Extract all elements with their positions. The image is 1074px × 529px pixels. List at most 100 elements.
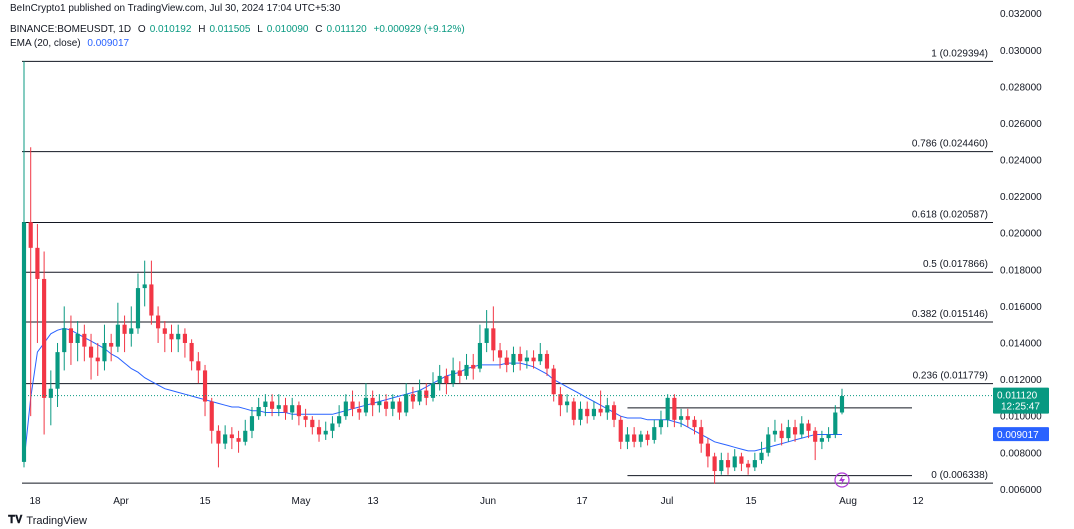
candle-body xyxy=(752,460,757,468)
candle-body xyxy=(82,333,87,347)
x-tick-label: Apr xyxy=(113,496,129,507)
candle-body xyxy=(102,342,107,362)
candle-body xyxy=(290,405,295,413)
high-label: H xyxy=(198,24,206,35)
candle-body xyxy=(28,222,33,248)
tradingview-brand: TradingView xyxy=(26,514,87,527)
open-value: 0.010192 xyxy=(149,24,192,35)
candle-body xyxy=(792,427,798,435)
candle-body xyxy=(21,222,27,462)
candle-body xyxy=(437,375,442,384)
candle-body xyxy=(725,460,731,468)
candle-body xyxy=(122,324,127,334)
symbol-ohlc-line: BINANCE:BOMEUSDT, 1D O 0.010192 H 0.011505… xyxy=(10,24,469,35)
candle-body xyxy=(591,408,596,417)
candle-body xyxy=(712,456,717,472)
candle-body xyxy=(88,346,94,358)
candle-body xyxy=(477,342,483,369)
event-marker-icon xyxy=(834,472,850,488)
x-tick-label: May xyxy=(292,496,311,507)
candle-body xyxy=(303,416,308,420)
candle-body xyxy=(491,328,496,351)
fib-label: 0.236 (0.011779) xyxy=(913,371,988,382)
candle-body xyxy=(176,333,181,340)
candle-body xyxy=(129,328,134,334)
candle-body xyxy=(819,438,824,442)
last-price-tag xyxy=(993,387,1049,414)
candle-body xyxy=(598,408,603,413)
x-tick-label: 13 xyxy=(367,496,379,507)
y-axis: 0.032000 0.030000 0.028000 0.026000 0.024000… xyxy=(1000,9,1042,496)
candle-body xyxy=(544,353,550,369)
fib-label: 0.618 (0.020587) xyxy=(912,209,988,220)
candle-body xyxy=(605,405,610,413)
x-tick-label: 15 xyxy=(745,496,757,507)
y-tick-label: 0.006000 xyxy=(1000,485,1042,496)
low-label: L xyxy=(257,24,263,35)
candle-body xyxy=(645,434,650,440)
candle-body xyxy=(652,427,657,440)
candle-body xyxy=(719,460,724,472)
candle-body xyxy=(806,423,811,431)
y-tick-label: 0.032000 xyxy=(1000,9,1042,20)
candle-body xyxy=(390,401,395,409)
candle-body xyxy=(658,419,664,428)
candle-body xyxy=(363,397,369,413)
candle-body xyxy=(813,430,818,442)
candle-body xyxy=(135,288,141,329)
candle-body xyxy=(833,412,838,435)
tradingview-logo[interactable]: 𝐓𝐕 TradingView xyxy=(8,514,87,527)
candle-body xyxy=(430,383,436,398)
x-tick-label: Jun xyxy=(480,496,496,507)
candle-body xyxy=(95,357,100,362)
candle-body xyxy=(685,416,690,420)
candle-body xyxy=(249,416,255,431)
fib-levels: 1 (0.029394) 0.786 (0.024460) 0.618 (0.020… xyxy=(22,48,993,484)
candle-body xyxy=(350,401,355,409)
y-tick-label: 0.030000 xyxy=(1000,46,1042,57)
fib-label: 0.382 (0.015146) xyxy=(912,309,988,320)
candle-body xyxy=(799,423,804,435)
publisher-line: BeInCrypto1 published on TradingView.com… xyxy=(10,3,341,14)
candle-body xyxy=(672,397,677,420)
y-tick-label: 0.008000 xyxy=(1000,448,1042,459)
candle-body xyxy=(511,353,516,365)
symbol-label[interactable]: BINANCE:BOMEUSDT, 1D xyxy=(10,24,132,35)
candle-body xyxy=(68,328,74,343)
candle-body xyxy=(665,397,670,420)
candle-body xyxy=(457,370,462,376)
candle-body xyxy=(417,390,422,402)
candle-body xyxy=(283,405,288,413)
candle-body xyxy=(296,405,301,417)
candle-body xyxy=(779,430,784,439)
candle-body xyxy=(746,463,751,468)
candle-body xyxy=(786,427,791,439)
candle-body xyxy=(263,401,268,408)
candle-body xyxy=(444,375,449,384)
candle-body xyxy=(189,342,194,362)
ema-legend[interactable]: EMA (20, close) 0.009017 xyxy=(10,38,133,49)
candle-body xyxy=(404,394,409,413)
y-tick-label: 0.026000 xyxy=(1000,119,1042,130)
x-tick-label: 18 xyxy=(29,496,41,507)
candle-body xyxy=(330,423,335,431)
x-tick-label: 12 xyxy=(912,496,924,507)
candle-body xyxy=(216,430,221,444)
candle-body xyxy=(370,397,375,406)
candle-body xyxy=(585,408,590,417)
candle-body xyxy=(115,324,120,347)
candle-body xyxy=(142,284,147,289)
candle-body xyxy=(625,434,630,442)
y-tick-label: 0.022000 xyxy=(1000,192,1042,203)
candle-body xyxy=(48,388,53,398)
candle-body xyxy=(464,364,469,376)
candle-body xyxy=(632,434,637,442)
candle-body xyxy=(109,342,114,347)
candle-body xyxy=(276,405,281,409)
candle-body xyxy=(699,427,704,444)
y-tick-label: 0.012000 xyxy=(1000,375,1042,386)
candle-body xyxy=(618,419,623,442)
